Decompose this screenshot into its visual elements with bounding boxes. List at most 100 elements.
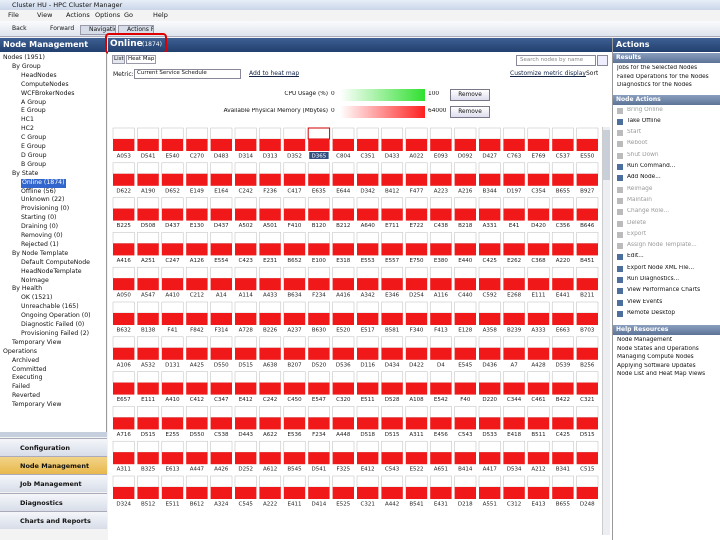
node-tile-status — [161, 382, 184, 395]
action-item[interactable]: Diagnostics for the Nodes — [617, 82, 692, 88]
tree-item[interactable]: Unknown (22) — [21, 196, 65, 204]
tree-item[interactable]: A Group — [21, 98, 47, 106]
node-label: D220 — [482, 397, 497, 403]
nav-button[interactable]: Charts and Reports — [0, 510, 107, 529]
node-tile-top — [356, 440, 379, 453]
tab[interactable]: Heat Map — [126, 55, 156, 64]
tree-item[interactable]: Temporary View — [12, 401, 62, 409]
tree-item[interactable]: Provisioning Failed (2) — [21, 329, 90, 337]
action-item[interactable]: Take Offline — [627, 117, 661, 124]
node-tile-status — [454, 208, 476, 221]
tree-item[interactable]: Failed — [12, 383, 30, 391]
tree-item[interactable]: By Health — [12, 285, 43, 293]
nav-button[interactable]: Job Management — [0, 474, 107, 493]
node-tile-status — [381, 173, 403, 186]
nav-button[interactable]: Node Management — [0, 456, 107, 475]
node-label: A410 — [165, 397, 180, 403]
node-tile-status — [332, 243, 354, 256]
tree-item[interactable]: Executing — [12, 374, 43, 382]
action-item[interactable]: Edit... — [627, 253, 644, 260]
menu-item[interactable]: Actions — [66, 11, 90, 19]
node-tile-status — [430, 243, 452, 256]
add-link[interactable]: Add to heat map — [249, 70, 300, 77]
menu-item[interactable]: Help — [153, 11, 168, 19]
node-label: C438 — [434, 223, 449, 229]
toolbar-button[interactable]: Back — [12, 25, 27, 32]
nav-button[interactable]: Configuration — [0, 438, 107, 456]
tree-item[interactable]: Unreachable (165) — [21, 303, 79, 311]
action-item[interactable]: Node Management — [617, 337, 673, 344]
action-item[interactable]: Failed Operations for the Nodes — [617, 73, 709, 80]
action-item[interactable]: View Performance Charts — [627, 287, 701, 294]
tree-item[interactable]: Online (1874) — [21, 178, 66, 188]
node-label: D539 — [556, 362, 571, 368]
remove-button[interactable]: Remove — [450, 89, 490, 101]
tree-item[interactable]: By Group — [12, 62, 41, 70]
tree-item[interactable]: Removing (0) — [21, 232, 63, 239]
action-item[interactable]: Run Diagnostics... — [627, 276, 680, 282]
action-item[interactable]: Managing Compute Nodes — [617, 354, 694, 361]
action-item[interactable]: Run Command... — [627, 163, 676, 169]
node-tile-status — [381, 313, 403, 325]
tab[interactable]: List — [112, 55, 125, 64]
toolbar-button[interactable]: Navigation Pane — [80, 25, 116, 35]
remove-button[interactable]: Remove — [450, 106, 490, 118]
tree-item[interactable]: Archived — [12, 356, 40, 364]
tree-item[interactable]: Provisioning (0) — [21, 205, 70, 213]
toolbar-button[interactable]: Forward — [50, 25, 75, 32]
action-item[interactable]: Add Node... — [627, 174, 661, 181]
tree-item[interactable]: D Group — [21, 151, 47, 159]
node-tile-top — [356, 475, 379, 488]
tree-item[interactable]: Offline (56) — [21, 187, 56, 195]
menu-item[interactable]: File — [8, 11, 19, 19]
tree-item[interactable]: Operations — [3, 347, 38, 355]
tree-item[interactable]: B Group — [21, 160, 47, 168]
tree-item[interactable]: Committed — [12, 365, 47, 373]
tree-item[interactable]: OK (1521) — [21, 294, 53, 302]
tree-item[interactable]: Temporary View — [12, 338, 62, 346]
tree-item[interactable]: Diagnostic Failed (0) — [21, 321, 85, 328]
tree-item[interactable]: E Group — [21, 143, 46, 150]
tree-item[interactable]: By State — [12, 169, 39, 177]
tree-item[interactable]: HeadNodes — [21, 71, 57, 79]
tree-item[interactable]: Rejected (1) — [21, 240, 59, 248]
tree-item[interactable]: Draining (0) — [21, 223, 59, 231]
menu-item[interactable]: View — [37, 11, 53, 19]
node-label: D528 — [385, 397, 400, 403]
tree-item[interactable]: HC2 — [21, 125, 34, 133]
node-tile-status — [259, 452, 281, 465]
tree-item[interactable]: NoImage — [21, 276, 49, 284]
tree-item[interactable]: Default ComputeNode — [21, 258, 90, 266]
tree-item[interactable]: HC1 — [21, 116, 34, 124]
action-item[interactable]: Jobs for the Selected Nodes — [617, 65, 698, 71]
tree-item[interactable]: Starting (0) — [21, 214, 57, 222]
tree-item[interactable]: HeadNodeTemplate — [21, 267, 82, 275]
tree-item[interactable]: Reverted — [12, 392, 41, 400]
search-box[interactable]: Search nodes by name — [516, 55, 596, 66]
action-item[interactable]: Remote Desktop — [627, 309, 676, 316]
customize-link[interactable]: Customize metric display — [510, 70, 586, 77]
tree-item[interactable]: Nodes (1951) — [3, 54, 45, 61]
action-item[interactable]: Node States and Operations — [617, 345, 699, 352]
node-tile-top — [332, 301, 355, 314]
action-item[interactable]: Export Node XML File... — [627, 264, 695, 271]
sort-link[interactable]: Sort — [586, 70, 599, 77]
metric-dropdown[interactable]: Current Service Schedule — [134, 69, 241, 79]
node-label: E231 — [263, 258, 277, 264]
nav-button[interactable]: Diagnostics — [0, 492, 107, 511]
node-tile-top — [551, 266, 574, 279]
tree-item[interactable]: E Group — [21, 107, 46, 115]
tree-item[interactable]: Ongoing Operation (0) — [21, 312, 91, 320]
node-label: A728 — [239, 328, 254, 334]
action-item[interactable]: Applying Software Updates — [617, 362, 696, 369]
menu-item[interactable]: Options — [95, 11, 121, 19]
menu-item[interactable]: Go — [124, 11, 134, 19]
tree-item[interactable]: ComputeNodes — [21, 80, 69, 88]
node-tile-status — [137, 452, 159, 465]
tree-item[interactable]: WCFBrokerNodes — [21, 89, 75, 97]
tree-item[interactable]: By Node Template — [12, 249, 69, 257]
action-item[interactable]: Node List and Heat Map Views — [617, 371, 706, 378]
action-item[interactable]: View Events — [627, 298, 663, 305]
tree-item[interactable]: C Group — [21, 134, 47, 142]
node-tile-top — [210, 371, 233, 383]
